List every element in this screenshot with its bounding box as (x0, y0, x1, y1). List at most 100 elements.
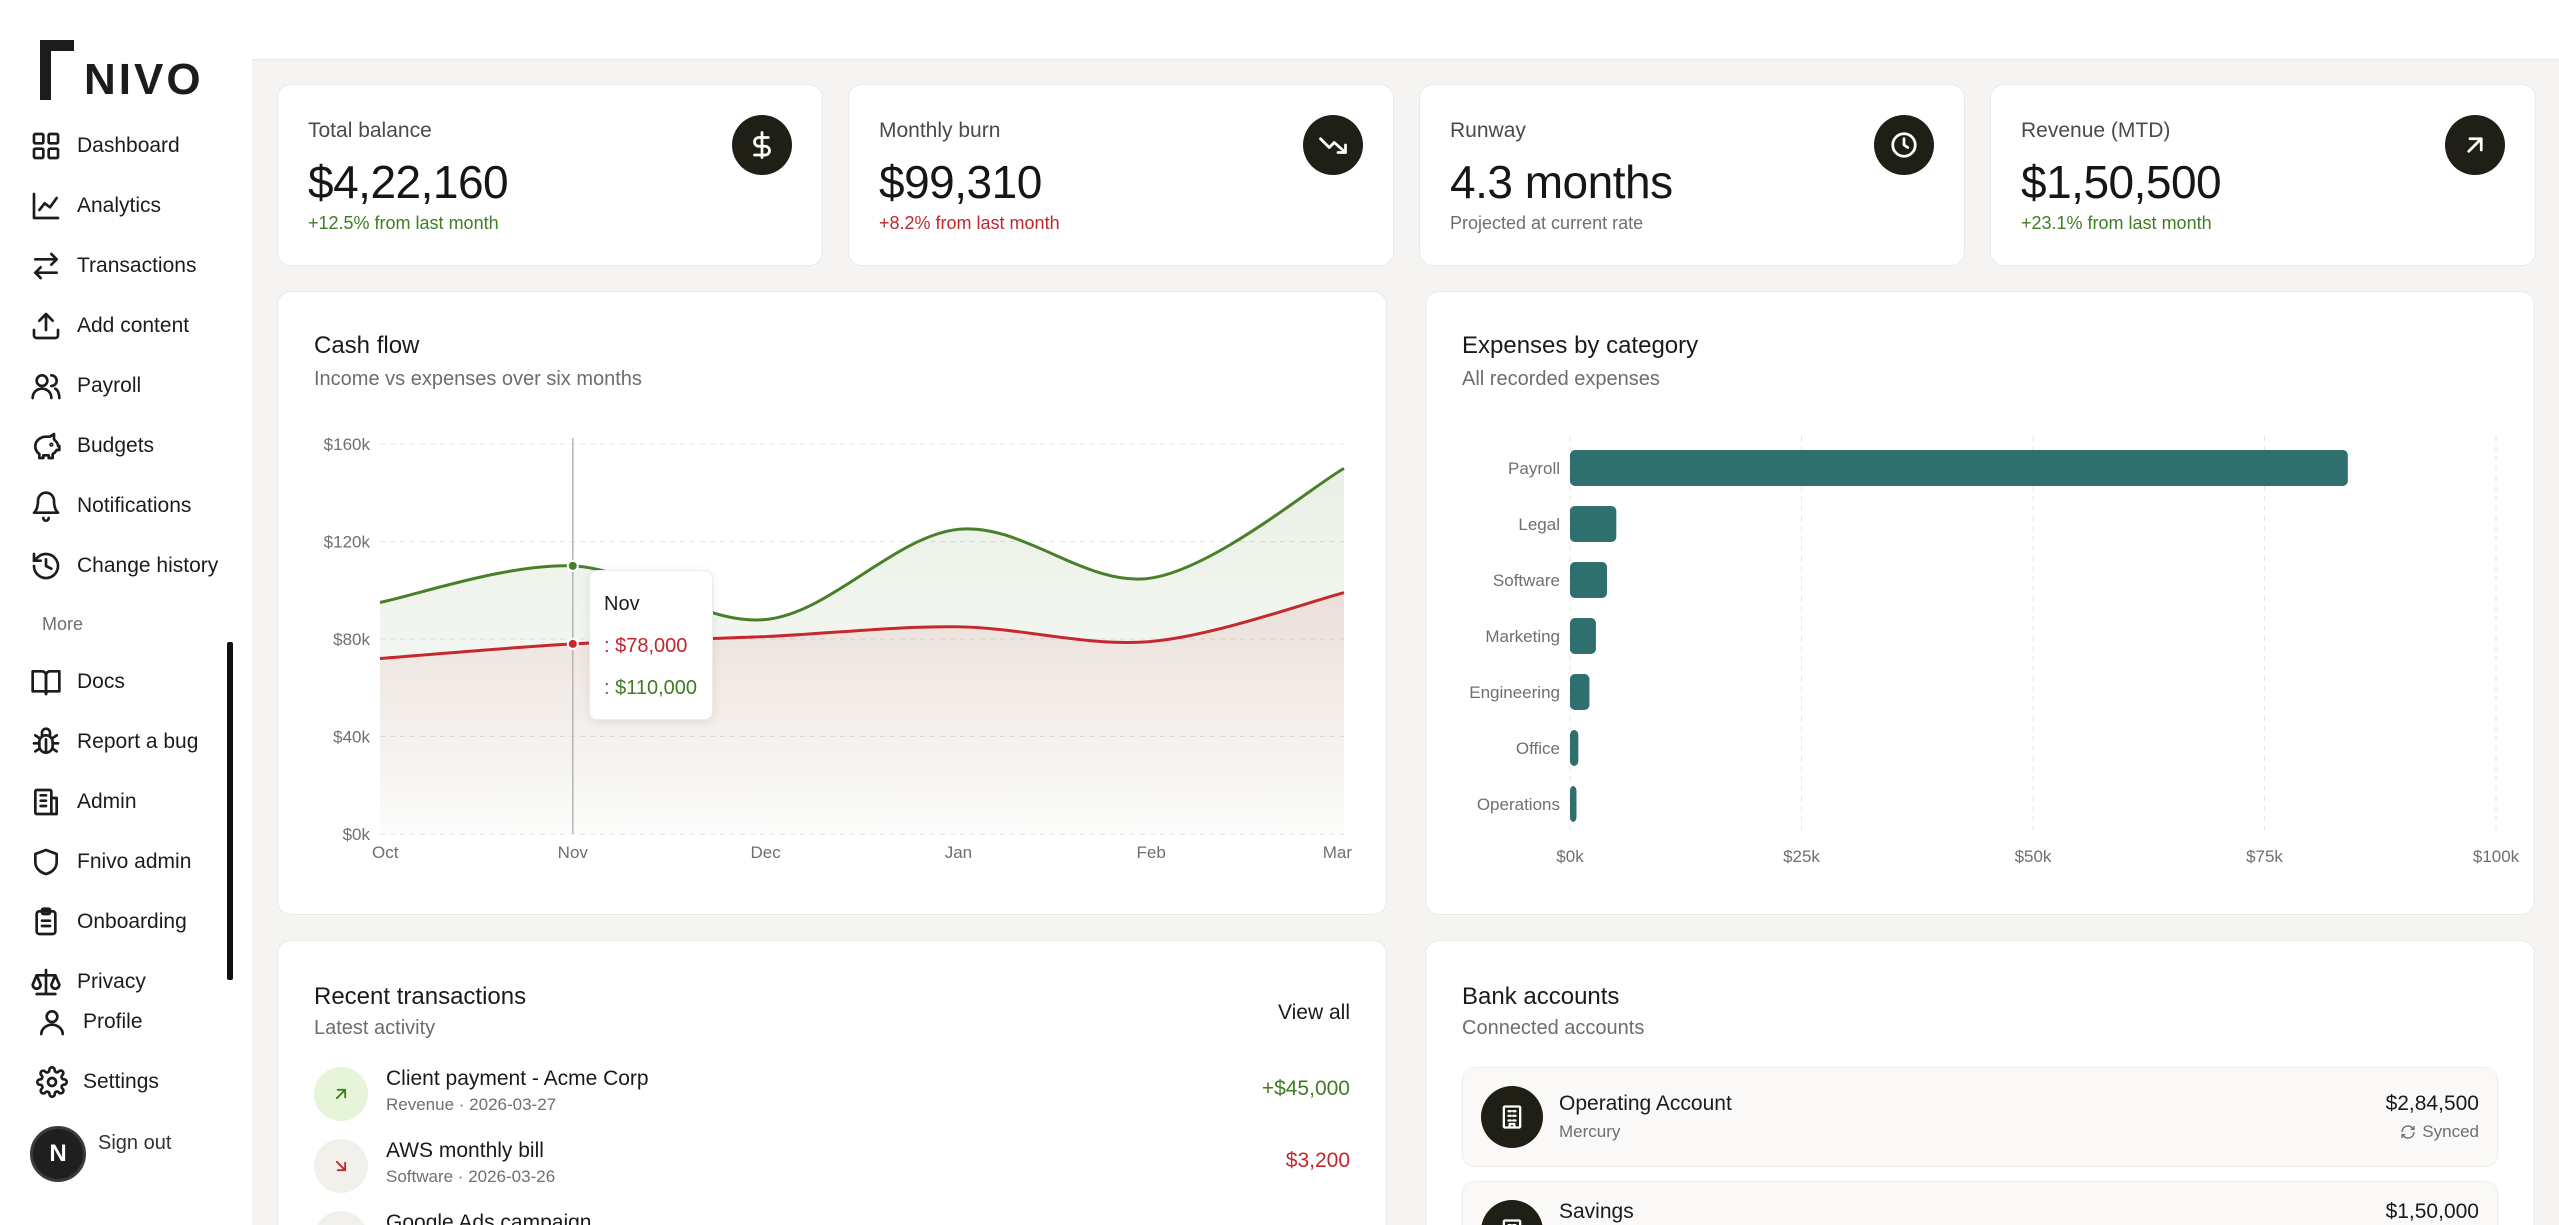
sidebar-item-label: Report a bug (77, 730, 199, 753)
expense-bar (1570, 674, 1590, 710)
expenses-chart[interactable]: $0k $25k $50k $75k $100k Payroll Legal Software… (1426, 292, 2536, 916)
stat-card-runway: Runway 4.3 months Projected at current r… (1419, 84, 1965, 266)
category-label: Software (1493, 571, 1560, 590)
x-tick-label: Dec (750, 843, 781, 862)
sidebar-item-profile[interactable]: Profile (36, 992, 143, 1052)
view-all-link[interactable]: View all (1278, 1001, 1350, 1024)
stat-note: Projected at current rate (1450, 213, 1644, 233)
sidebar-item-report-bug[interactable]: Report a bug (30, 712, 240, 772)
sidebar: NIVO Dashboard Analytics Transactions Ad… (0, 0, 252, 1225)
stat-change: +23.1% from last month (2021, 213, 2212, 233)
panel-subtitle: Latest activity (314, 1017, 436, 1039)
stat-value: $4,22,160 (308, 156, 509, 208)
bank-accounts-panel: Bank accounts Connected accounts Operati… (1425, 940, 2535, 1225)
brand-name: NIVO (84, 55, 204, 104)
account-bank: Mercury (1559, 1122, 1621, 1141)
brand-logo[interactable]: NIVO (40, 40, 204, 104)
sidebar-item-label: Analytics (77, 194, 162, 217)
sidebar-item-admin[interactable]: Admin (30, 772, 240, 832)
category-label: Marketing (1485, 627, 1560, 646)
sidebar-item-label: Profile (83, 1010, 143, 1033)
sign-out-button[interactable]: N Sign out (30, 1126, 171, 1182)
x-tick-label: $25k (1783, 847, 1820, 866)
category-label: Payroll (1508, 459, 1560, 478)
arrow-down-right-icon (314, 1211, 368, 1225)
sidebar-item-analytics[interactable]: Analytics (30, 176, 240, 236)
sidebar-item-label: Notifications (77, 494, 192, 517)
account-name: Operating Account (1559, 1092, 1732, 1115)
transaction-name: AWS monthly bill (386, 1139, 544, 1162)
sync-status: Synced (2400, 1122, 2479, 1142)
shield-icon (34, 848, 58, 876)
sidebar-item-label: Fnivo admin (77, 850, 192, 873)
sidebar-item-onboarding[interactable]: Onboarding (30, 892, 240, 952)
panel-title: Recent transactions (314, 983, 527, 1010)
sidebar-item-label: Dashboard (77, 134, 180, 157)
bug-icon (32, 727, 60, 754)
expense-bar (1570, 506, 1617, 542)
user-icon (40, 1010, 64, 1036)
x-tick-label: Jan (945, 843, 972, 862)
sidebar-item-settings[interactable]: Settings (36, 1052, 159, 1112)
tooltip-income: : $110,000 (604, 677, 698, 699)
sidebar-item-label: Settings (83, 1070, 159, 1093)
sidebar-item-budgets[interactable]: Budgets (30, 416, 240, 476)
transaction-row[interactable]: AWS monthly bill Software · 2026-03-26 $… (314, 1135, 1350, 1195)
transaction-amount: +$45,000 (1261, 1077, 1350, 1100)
stat-change: +12.5% from last month (308, 213, 499, 233)
cash-flow-chart[interactable]: $0k $40k $80k $120k $160k Oct Nov Dec Jan Feb Mar (278, 292, 1388, 916)
refresh-icon (2401, 1125, 2415, 1139)
stat-label: Monthly burn (879, 119, 1001, 142)
x-tick-label: $50k (2015, 847, 2052, 866)
y-tick-label: $160k (324, 435, 371, 454)
transaction-amount: $3,200 (1285, 1149, 1350, 1172)
sidebar-item-dashboard[interactable]: Dashboard (30, 116, 240, 176)
sidebar-section-more: More (42, 614, 84, 634)
logo-mark (40, 40, 80, 100)
upload-icon (32, 312, 60, 340)
sidebar-nav: Dashboard Analytics Transactions Add con… (30, 116, 240, 1012)
expense-bar (1570, 786, 1577, 822)
line-chart-icon (32, 192, 60, 220)
sidebar-item-docs[interactable]: Docs (30, 652, 240, 712)
x-tick-label: $0k (1556, 847, 1584, 866)
stat-card-total-balance: Total balance $4,22,160 +12.5% from last… (277, 84, 823, 266)
sidebar-item-label: Transactions (77, 254, 197, 277)
account-balance: $2,84,500 (2385, 1092, 2479, 1115)
transaction-meta: Software · 2026-03-26 (386, 1167, 556, 1186)
sidebar-item-payroll[interactable]: Payroll (30, 356, 240, 416)
tooltip-month: Nov (604, 593, 640, 615)
account-name: Savings (1559, 1200, 1634, 1223)
avatar[interactable]: N (30, 1126, 86, 1182)
expenses-point (566, 637, 579, 650)
income-line (379, 467, 1345, 622)
category-label: Office (1516, 739, 1560, 758)
sidebar-item-privacy[interactable]: Privacy (30, 952, 240, 1012)
stat-card-monthly-burn: Monthly burn $99,310 +8.2% from last mon… (848, 84, 1394, 266)
transaction-name: Google Ads campaign (386, 1211, 592, 1225)
sidebar-item-label: Admin (77, 790, 137, 813)
sidebar-item-fnivo-admin[interactable]: Fnivo admin (30, 832, 240, 892)
building-icon (34, 788, 58, 816)
sidebar-item-add-content[interactable]: Add content (30, 296, 240, 356)
top-bar (252, 0, 2559, 60)
bank-account-row[interactable]: Savings $1,50,000 (1462, 1181, 2498, 1225)
bank-account-row[interactable]: Operating Account Mercury $2,84,500 Sync… (1462, 1067, 2498, 1167)
sidebar-item-change-history[interactable]: Change history (30, 536, 240, 596)
sidebar-item-label: Payroll (77, 374, 142, 397)
transaction-row[interactable]: Google Ads campaign (314, 1207, 1350, 1225)
income-point (566, 559, 579, 572)
clock-icon (1874, 115, 1934, 175)
stat-card-revenue: Revenue (MTD) $1,50,500 +23.1% from last… (1990, 84, 2536, 266)
panel-title: Cash flow (314, 332, 420, 359)
stat-label: Runway (1450, 119, 1526, 142)
transaction-row[interactable]: Client payment - Acme Corp Revenue · 202… (314, 1063, 1350, 1123)
panel-title: Bank accounts (1462, 983, 1620, 1010)
sidebar-scrollbar[interactable] (227, 642, 233, 980)
sidebar-item-label: Change history (77, 554, 219, 577)
sidebar-item-notifications[interactable]: Notifications (30, 476, 240, 536)
x-tick-label: $100k (2473, 847, 2520, 866)
sidebar-item-transactions[interactable]: Transactions (30, 236, 240, 296)
expenses-panel: Expenses by category All recorded expens… (1425, 291, 2535, 915)
arrow-down-right-icon (314, 1139, 368, 1193)
